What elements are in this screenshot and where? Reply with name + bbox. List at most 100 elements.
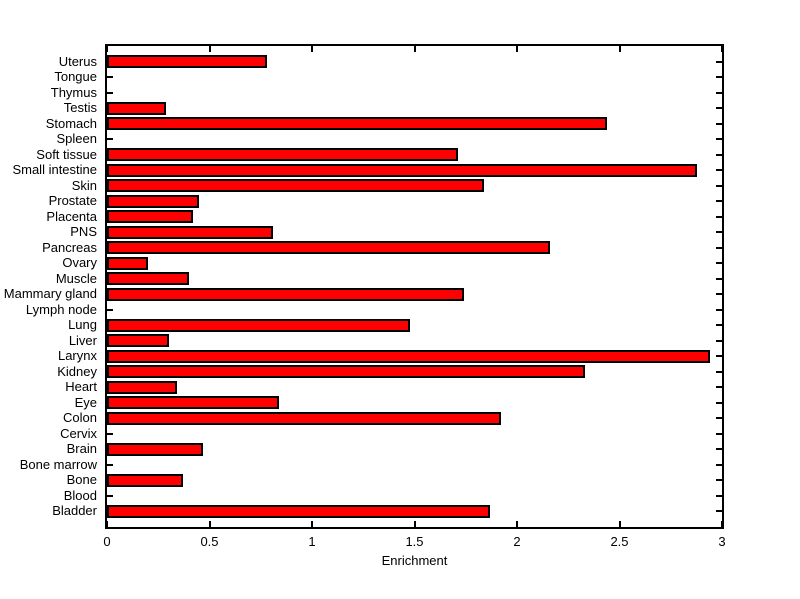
y-tick-right-eye [716,401,722,404]
y-tick-label-blood: Blood [63,487,97,503]
x-tick-top-2 [516,46,518,52]
y-tick-label-lung: Lung [68,317,97,333]
y-tick-right-cervix [716,432,722,435]
y-tick-right-soft-tissue [716,153,722,156]
bar-pns [107,225,274,239]
y-tick-right-lymph-node [716,308,722,311]
x-tick-bottom-3 [721,521,723,527]
y-tick-label-uterus: Uterus [58,53,97,69]
y-tick-label-prostate: Prostate [48,193,97,209]
bar-colon [107,411,501,425]
y-tick-right-skin [716,184,722,187]
x-tick-bottom-0.5 [208,521,211,527]
y-tick-label-larynx: Larynx [57,348,97,364]
bar-lung [107,318,411,332]
y-tick-right-placenta [716,215,722,218]
y-tick-right-tongue [716,76,722,79]
y-tick-right-bladder [716,510,722,513]
y-tick-left-tongue [107,76,113,79]
y-tick-right-bone [716,479,722,482]
x-tick-bottom-2 [516,521,518,527]
bar-heart [107,380,177,394]
y-tick-right-heart [716,386,722,389]
y-tick-label-testis: Testis [63,100,97,116]
y-tick-right-pancreas [716,246,722,249]
bar-brain [107,442,204,456]
bar-soft-tissue [107,148,458,162]
y-tick-label-bone: Bone [66,472,97,488]
bar-stomach [107,117,608,131]
y-tick-right-blood [716,494,722,497]
bar-uterus [107,55,267,69]
y-tick-label-soft-tissue: Soft tissue [36,146,97,162]
bar-skin [107,179,485,193]
y-tick-right-ovary [716,262,722,265]
x-tick-label-0.5: 0.5 [200,534,219,549]
y-tick-label-cervix: Cervix [60,425,97,441]
y-tick-label-skin: Skin [71,177,97,193]
y-tick-label-pancreas: Pancreas [42,239,97,255]
y-tick-right-thymus [716,91,722,94]
bar-ovary [107,256,148,270]
x-tick-label-0: 0 [103,534,111,549]
bar-mammary-gland [107,287,464,301]
x-tick-top-0 [106,46,108,52]
bar-pancreas [107,241,550,255]
y-tick-label-ovary: Ovary [62,255,97,271]
x-tick-label-2.5: 2.5 [610,534,629,549]
y-tick-label-colon: Colon [63,410,97,426]
y-tick-right-liver [716,339,722,342]
y-tick-label-small-intestine: Small intestine [12,162,97,178]
x-tick-bottom-1.5 [413,521,416,527]
y-tick-right-brain [716,448,722,451]
y-tick-right-kidney [716,370,722,373]
y-tick-label-bone-marrow: Bone marrow [19,456,97,472]
plot-area [105,44,724,529]
y-tick-label-pns: PNS [70,224,97,240]
y-tick-left-spleen [107,138,113,141]
y-tick-right-lung [716,324,722,327]
y-tick-right-testis [716,107,722,110]
y-tick-right-stomach [716,122,722,125]
bar-eye [107,396,280,410]
y-tick-right-larynx [716,355,722,358]
x-tick-top-1.5 [413,46,416,52]
bar-placenta [107,210,194,224]
y-tick-right-bone-marrow [716,463,722,466]
y-tick-label-placenta: Placenta [46,208,97,224]
bar-liver [107,334,169,348]
x-tick-top-0.5 [208,46,211,52]
bar-larynx [107,349,710,363]
bar-small-intestine [107,163,698,177]
y-tick-left-lymph-node [107,308,113,311]
y-tick-label-heart: Heart [65,379,97,395]
bar-prostate [107,194,200,208]
y-tick-right-uterus [716,60,722,63]
x-tick-label-3: 3 [718,534,726,549]
y-tick-right-prostate [716,200,722,203]
y-tick-left-bone-marrow [107,463,113,466]
y-tick-label-thymus: Thymus [50,84,97,100]
x-tick-top-1 [311,46,313,52]
bar-bone [107,473,183,487]
bar-bladder [107,504,491,518]
y-tick-label-stomach: Stomach [45,115,97,131]
y-tick-label-eye: Eye [74,394,97,410]
y-tick-right-small-intestine [716,169,722,172]
x-axis-labels: 0 0.5 1 1.5 2 2.5 3 [0,534,800,550]
y-tick-label-tongue: Tongue [54,69,97,85]
bar-muscle [107,272,189,286]
x-tick-top-3 [721,46,723,52]
x-tick-label-2: 2 [513,534,521,549]
y-tick-label-muscle: Muscle [55,270,97,286]
y-axis-labels: Uterus Tongue Thymus Testis Stomach Spleen Sof… [0,0,97,599]
x-tick-top-2.5 [618,46,621,52]
y-tick-label-kidney: Kidney [57,363,97,379]
x-tick-label-1.5: 1.5 [405,534,424,549]
bar-kidney [107,365,585,379]
y-tick-right-pns [716,231,722,234]
x-tick-label-1: 1 [308,534,316,549]
y-tick-left-thymus [107,91,113,94]
y-tick-label-brain: Brain [66,441,97,457]
